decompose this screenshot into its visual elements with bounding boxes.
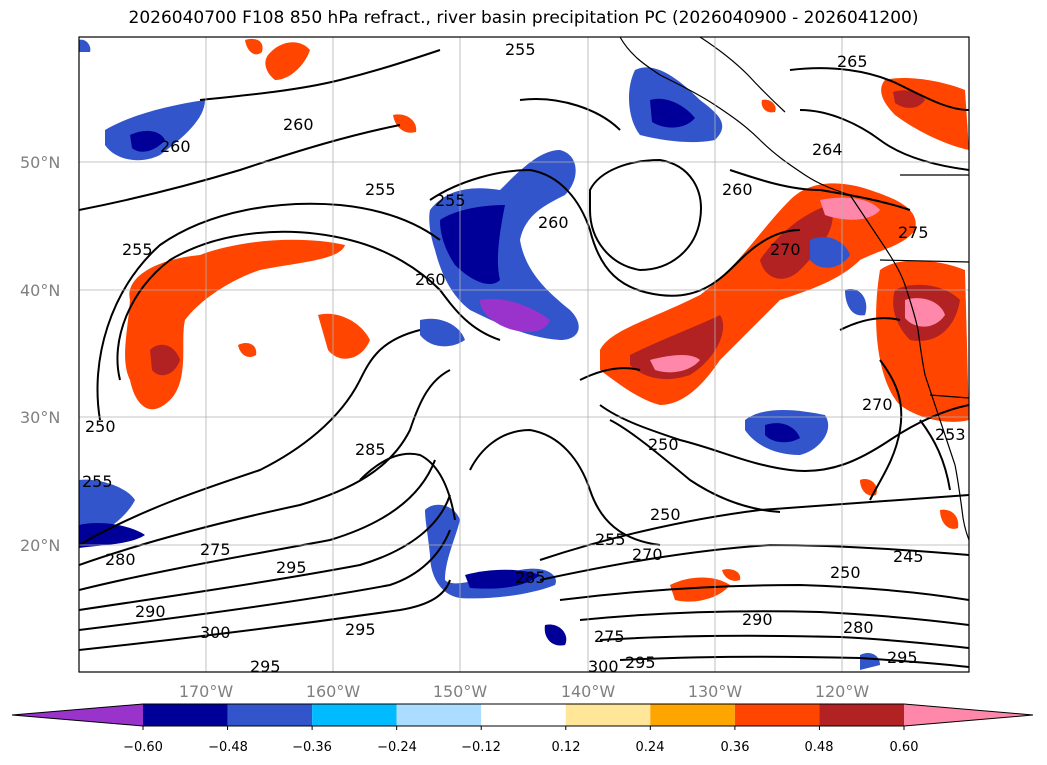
contour-label: 255 — [122, 240, 153, 259]
contour-label: 253 — [935, 425, 966, 444]
contour-label: 300 — [588, 657, 619, 676]
colorbar-segment — [819, 704, 904, 726]
contour-label: 285 — [515, 568, 546, 587]
colorbar-segment — [396, 704, 482, 726]
lat-label: 20°N — [20, 536, 60, 555]
contour-label: 270 — [770, 240, 801, 259]
colorbar-segment — [312, 704, 397, 726]
contour-label: 260 — [415, 270, 446, 289]
contour-label: 280 — [105, 550, 136, 569]
negative-anomaly-fill — [79, 39, 880, 670]
contour-label: 250 — [830, 563, 861, 582]
contour-label: 270 — [862, 395, 893, 414]
lon-label: 130°W — [688, 682, 743, 701]
plot-frame — [78, 36, 970, 673]
contour-label: 275 — [898, 223, 929, 242]
map-title: 2026040700 F108 850 hPa refract., river … — [128, 8, 919, 28]
colorbar-tick-label: −0.48 — [208, 740, 248, 755]
lon-label: 170°W — [179, 682, 234, 701]
contour-label: 260 — [283, 115, 314, 134]
lon-label: 160°W — [306, 682, 361, 701]
contour-label: 275 — [200, 540, 231, 559]
contour-label: 255 — [82, 472, 113, 491]
colorbar-segment — [227, 704, 313, 726]
colorbar-segment — [481, 704, 566, 726]
contour-label: 250 — [650, 505, 681, 524]
contour-label: 295 — [345, 620, 376, 639]
contour-label: 255 — [505, 40, 536, 59]
colorbar-tick-label: −0.60 — [123, 740, 163, 755]
colorbar-extend-low — [12, 704, 143, 726]
colorbar-tick-label: −0.36 — [292, 740, 332, 755]
colorbar-segment — [143, 704, 228, 726]
contour-label: 250 — [85, 417, 116, 436]
contour-label: 280 — [843, 618, 874, 637]
colorbar-segment — [734, 704, 820, 726]
colorbar-tick-label: −0.12 — [461, 740, 501, 755]
lon-label: 140°W — [561, 682, 616, 701]
colorbar-tick-label: 0.12 — [552, 740, 581, 755]
lat-label: 40°N — [20, 281, 60, 300]
contour-label: 295 — [250, 657, 281, 676]
colorbar-tick-label: 0.36 — [721, 740, 750, 755]
contour-label: 295 — [625, 653, 656, 672]
contour-label: 264 — [812, 140, 843, 159]
coastlines — [619, 37, 969, 541]
graticule — [79, 37, 969, 672]
contour-label: 295 — [887, 648, 918, 667]
contour-label: 290 — [742, 610, 773, 629]
colorbar-tick-label: 0.60 — [890, 740, 919, 755]
refractivity-contours — [79, 49, 969, 668]
contour-label: 270 — [632, 545, 663, 564]
colorbar-tick-label: 0.24 — [636, 740, 665, 755]
colorbar-extend-high — [904, 704, 1033, 726]
latitude-labels: 50°N 40°N 30°N 20°N — [20, 153, 60, 555]
contour-label: 260 — [538, 213, 569, 232]
colorbar-tick-label: 0.48 — [805, 740, 834, 755]
contour-label: 255 — [365, 180, 396, 199]
lat-label: 50°N — [20, 153, 60, 172]
contour-label: 255 — [435, 191, 466, 210]
contour-labels: 255 265 260 260 255 255 260 264 260 270 … — [82, 40, 966, 676]
contour-label: 285 — [355, 440, 386, 459]
contour-label: 260 — [160, 137, 191, 156]
contour-label: 300 — [200, 623, 231, 642]
colorbar-tick-labels: −0.60 −0.48 −0.36 −0.24 −0.12 0.12 0.24 … — [123, 740, 918, 755]
colorbar-tick-label: −0.24 — [377, 740, 417, 755]
colorbar-segment — [565, 704, 651, 726]
lon-label: 120°W — [815, 682, 870, 701]
contour-label: 295 — [276, 558, 307, 577]
lat-label: 30°N — [20, 408, 60, 427]
plot-background — [79, 37, 969, 672]
colorbar-segment — [650, 704, 735, 726]
contour-label: 260 — [722, 180, 753, 199]
colorbar — [11, 703, 1034, 730]
contour-label: 290 — [135, 602, 166, 621]
contour-label: 275 — [594, 627, 625, 646]
contour-label: 250 — [648, 435, 679, 454]
longitude-labels: 170°W 160°W 150°W 140°W 130°W 120°W — [179, 682, 870, 701]
contour-label: 265 — [837, 52, 868, 71]
map-layers — [79, 37, 969, 672]
lon-label: 150°W — [433, 682, 488, 701]
contour-label: 245 — [893, 547, 924, 566]
contour-label: 255 — [595, 530, 626, 549]
